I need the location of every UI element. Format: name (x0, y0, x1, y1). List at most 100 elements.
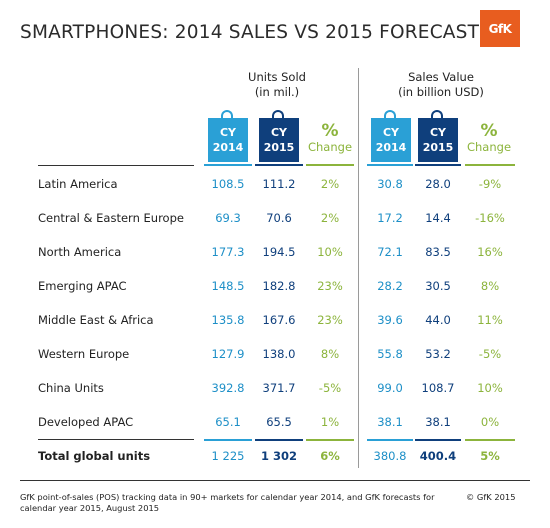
units-2015-cell: 138.0 (262, 347, 296, 361)
units-cy2014-bag-icon: CY 2014 (208, 110, 248, 162)
value-2014-cell: 38.1 (377, 415, 403, 429)
total-label-rule (38, 439, 194, 440)
value-change-cell: -9% (478, 177, 502, 191)
units-change-cell: 2% (320, 211, 340, 225)
units-2015-cell: 70.6 (266, 211, 292, 225)
region-label: China Units (38, 381, 104, 395)
units-2014-cell: 65.1 (215, 415, 241, 429)
table-row: Developed APAC 65.1 65.5 1% 38.1 38.1 0% (0, 406, 550, 440)
value-2014-cell: 380.8 (373, 449, 407, 463)
total-separator-bar (255, 439, 303, 441)
units-2015-header-bar (255, 164, 303, 166)
table-row: Central & Eastern Europe 69.3 70.6 2% 17.2 14… (0, 202, 550, 236)
value-2014-cell: 30.8 (377, 177, 403, 191)
total-separator-bar (465, 439, 515, 441)
value-change-cell: 5% (480, 449, 500, 463)
units-cy-label: CY (219, 126, 237, 139)
sales-value-heading-line2: (in billion USD) (398, 85, 484, 99)
group-divider (358, 68, 359, 468)
units-2015-cell: 1 302 (260, 449, 297, 463)
sales-value-heading: Sales Value (in billion USD) (381, 70, 501, 100)
region-label: Latin America (38, 177, 118, 191)
value-2014-label: 2014 (375, 141, 407, 154)
value-2015-cell: 400.4 (419, 449, 457, 463)
units-change-label: Change (307, 140, 353, 154)
total-row: Total global units 1 225 1 302 6% 380.8 400.4… (0, 440, 550, 474)
value-2014-header-bar (367, 164, 413, 166)
region-label: North America (38, 245, 122, 259)
value-change-header-bar (465, 164, 515, 166)
value-2015-cell: 53.2 (425, 347, 451, 361)
value-2015-cell: 83.5 (425, 245, 451, 259)
value-change-cell: 11% (477, 313, 503, 327)
table-row: Latin America 108.5 111.2 2% 30.8 28.0 -9% (0, 168, 550, 202)
units-2014-cell: 1 225 (211, 449, 245, 463)
value-2015-cell: 28.0 (425, 177, 451, 191)
units-2014-cell: 127.9 (211, 347, 245, 361)
units-change-header-bar (306, 164, 354, 166)
value-change-header: % Change (460, 122, 518, 154)
value-change-cell: 16% (477, 245, 503, 259)
units-2014-cell: 108.5 (211, 177, 245, 191)
value-2015-label: 2015 (422, 141, 454, 154)
label-header-rule (38, 165, 194, 166)
value-2015-header-bar (415, 164, 461, 166)
units-2015-label: 2015 (263, 141, 295, 154)
region-label: Middle East & Africa (38, 313, 154, 327)
region-label: Emerging APAC (38, 279, 127, 293)
table-row: Western Europe 127.9 138.0 8% 55.8 53.2 -5% (0, 338, 550, 372)
total-separator-bar (367, 439, 413, 441)
value-cy-label: CY (382, 126, 400, 139)
value-cy2014-bag-icon: CY 2014 (371, 110, 411, 162)
value-2014-cell: 39.6 (377, 313, 403, 327)
units-2015-cell: 371.7 (262, 381, 296, 395)
value-change-cell: -5% (478, 347, 502, 361)
copyright: © GfK 2015 (466, 492, 516, 502)
footer-rule (20, 480, 530, 481)
gfk-logo: GfK (480, 10, 520, 47)
units-change-cell: 23% (317, 279, 343, 293)
units-2014-label: 2014 (212, 141, 244, 154)
value-2015-cell: 38.1 (425, 415, 451, 429)
value-2014-cell: 99.0 (377, 381, 403, 395)
footnote: GfK point-of-sales (POS) tracking data i… (20, 492, 435, 513)
units-2014-cell: 69.3 (215, 211, 241, 225)
units-pct-symbol: % (321, 121, 339, 141)
page-title: SMARTPHONES: 2014 SALES VS 2015 FORECAST (20, 22, 480, 43)
units-sold-heading-line2: (in mil.) (254, 85, 300, 99)
total-separator-bar (306, 439, 354, 441)
sales-value-heading-line1: Sales Value (408, 70, 474, 84)
table-row: Middle East & Africa 135.8 167.6 23% 39.6 44.… (0, 304, 550, 338)
units-sold-heading: Units Sold (in mil.) (217, 70, 337, 100)
units-change-header: % Change (301, 122, 359, 154)
units-change-cell: 1% (320, 415, 340, 429)
units-change-cell: 8% (320, 347, 340, 361)
units-2014-cell: 177.3 (211, 245, 245, 259)
value-pct-symbol: % (480, 121, 498, 141)
units-2015-cell: 194.5 (262, 245, 296, 259)
table-row: Emerging APAC 148.5 182.8 23% 28.2 30.5 8% (0, 270, 550, 304)
value-cy-label-2015: CY (429, 126, 447, 139)
units-change-cell: 10% (317, 245, 343, 259)
units-cy2015-bag-icon: CY 2015 (259, 110, 299, 162)
value-2014-cell: 17.2 (377, 211, 403, 225)
table-row: North America 177.3 194.5 10% 72.1 83.5 16% (0, 236, 550, 270)
value-2014-cell: 72.1 (377, 245, 403, 259)
region-label: Western Europe (38, 347, 130, 361)
units-2014-cell: 148.5 (211, 279, 245, 293)
units-2015-cell: 182.8 (262, 279, 296, 293)
value-change-cell: 0% (480, 415, 500, 429)
table-row: China Units 392.8 371.7 -5% 99.0 108.7 10% (0, 372, 550, 406)
units-cy-label-2015: CY (270, 126, 288, 139)
value-change-cell: -16% (475, 211, 505, 225)
value-2015-cell: 44.0 (425, 313, 451, 327)
total-separator-bar (204, 439, 252, 441)
region-label: Total global units (38, 449, 151, 463)
units-2014-cell: 392.8 (211, 381, 245, 395)
units-change-cell: 23% (317, 313, 343, 327)
units-2015-cell: 65.5 (266, 415, 292, 429)
value-change-cell: 8% (480, 279, 500, 293)
units-change-cell: -5% (318, 381, 342, 395)
units-2015-cell: 111.2 (262, 177, 296, 191)
